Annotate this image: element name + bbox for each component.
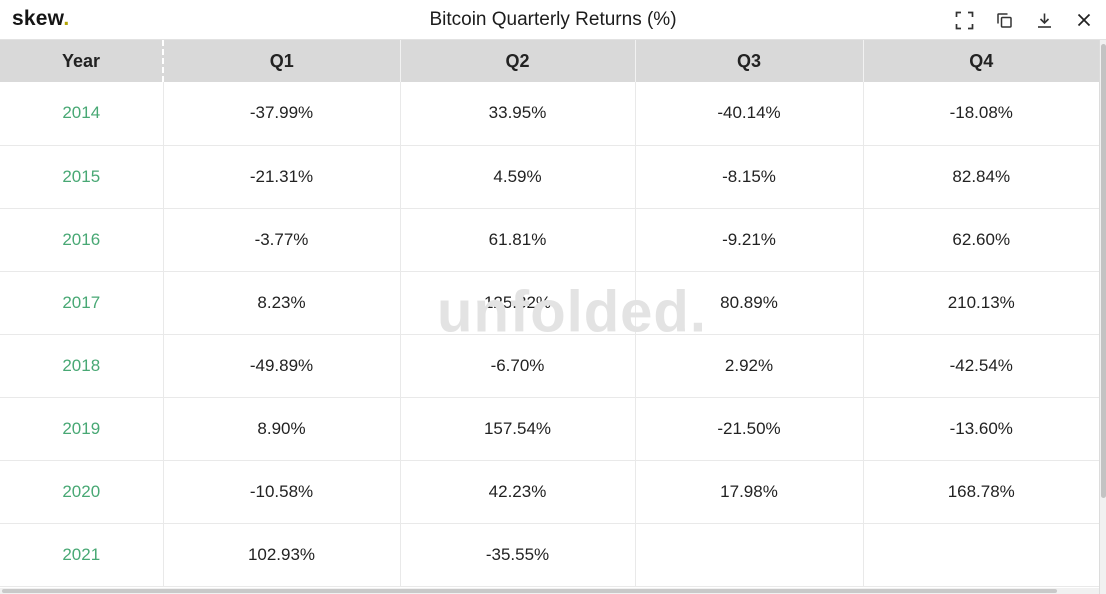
page-title: Bitcoin Quarterly Returns (%)	[429, 9, 677, 30]
value-cell: 210.13%	[863, 271, 1099, 335]
horizontal-scrollbar[interactable]	[0, 588, 1099, 594]
year-cell[interactable]: 2018	[0, 334, 164, 398]
year-cell[interactable]: 2016	[0, 208, 164, 272]
value-cell: -8.15%	[635, 145, 864, 209]
value-cell: 8.23%	[163, 271, 401, 335]
table-row: 2017 8.23% 125.32% 80.89% 210.13%	[0, 271, 1099, 335]
title-bar: skew. Bitcoin Quarterly Returns (%)	[0, 0, 1106, 40]
value-cell: -21.50%	[635, 397, 864, 461]
year-cell[interactable]: 2014	[0, 82, 164, 146]
close-icon[interactable]	[1074, 10, 1094, 30]
value-cell: -21.31%	[163, 145, 401, 209]
table-row: 2014 -37.99% 33.95% -40.14% -18.08%	[0, 82, 1099, 146]
value-cell: 80.89%	[635, 271, 864, 335]
toolbar	[954, 0, 1094, 40]
value-cell: -13.60%	[863, 397, 1099, 461]
value-cell: 8.90%	[163, 397, 401, 461]
skew-logo: skew.	[12, 7, 70, 30]
download-icon[interactable]	[1034, 10, 1054, 30]
table-row: 2019 8.90% 157.54% -21.50% -13.60%	[0, 397, 1099, 461]
year-cell[interactable]: 2015	[0, 145, 164, 209]
value-cell: -42.54%	[863, 334, 1099, 398]
column-header-q1: Q1	[163, 40, 401, 82]
vertical-scrollbar-thumb[interactable]	[1101, 44, 1106, 499]
logo-dot: .	[63, 7, 70, 30]
column-header-q4: Q4	[863, 40, 1099, 82]
value-cell	[635, 523, 864, 587]
column-header-q3: Q3	[635, 40, 864, 82]
copy-icon[interactable]	[994, 10, 1014, 30]
value-cell: 4.59%	[400, 145, 636, 209]
returns-table: Year Q1 Q2 Q3 Q4 2014 -37.99% 33.95% -40.14…	[0, 40, 1099, 587]
value-cell: 157.54%	[400, 397, 636, 461]
value-cell: 62.60%	[863, 208, 1099, 272]
table-body: 2014 -37.99% 33.95% -40.14% -18.08% 2015 -21.3…	[0, 82, 1099, 587]
year-cell[interactable]: 2019	[0, 397, 164, 461]
value-cell: 17.98%	[635, 460, 864, 524]
value-cell: 2.92%	[635, 334, 864, 398]
year-cell[interactable]: 2021	[0, 523, 164, 587]
table-row: 2018 -49.89% -6.70% 2.92% -42.54%	[0, 334, 1099, 398]
value-cell: -37.99%	[163, 82, 401, 146]
horizontal-scrollbar-thumb[interactable]	[2, 589, 1058, 593]
value-cell: -18.08%	[863, 82, 1099, 146]
value-cell: -3.77%	[163, 208, 401, 272]
value-cell: -49.89%	[163, 334, 401, 398]
column-header-q2: Q2	[400, 40, 636, 82]
value-cell: 102.93%	[163, 523, 401, 587]
value-cell: 82.84%	[863, 145, 1099, 209]
table-row: 2016 -3.77% 61.81% -9.21% 62.60%	[0, 208, 1099, 272]
table-row: 2015 -21.31% 4.59% -8.15% 82.84%	[0, 145, 1099, 209]
value-cell: 33.95%	[400, 82, 636, 146]
value-cell: 61.81%	[400, 208, 636, 272]
value-cell: -10.58%	[163, 460, 401, 524]
year-cell[interactable]: 2017	[0, 271, 164, 335]
header-row: Year Q1 Q2 Q3 Q4	[0, 40, 1099, 82]
column-header-year: Year	[0, 40, 164, 82]
fullscreen-icon[interactable]	[954, 10, 974, 30]
value-cell: -40.14%	[635, 82, 864, 146]
value-cell: 125.32%	[400, 271, 636, 335]
returns-table-container: Year Q1 Q2 Q3 Q4 2014 -37.99% 33.95% -40.14…	[0, 40, 1099, 588]
vertical-scrollbar[interactable]	[1099, 40, 1106, 594]
year-cell[interactable]: 2020	[0, 460, 164, 524]
value-cell	[863, 523, 1099, 587]
value-cell: 168.78%	[863, 460, 1099, 524]
value-cell: -6.70%	[400, 334, 636, 398]
table-row: 2020 -10.58% 42.23% 17.98% 168.78%	[0, 460, 1099, 524]
value-cell: -9.21%	[635, 208, 864, 272]
value-cell: 42.23%	[400, 460, 636, 524]
value-cell: -35.55%	[400, 523, 636, 587]
table-row: 2021 102.93% -35.55%	[0, 523, 1099, 587]
